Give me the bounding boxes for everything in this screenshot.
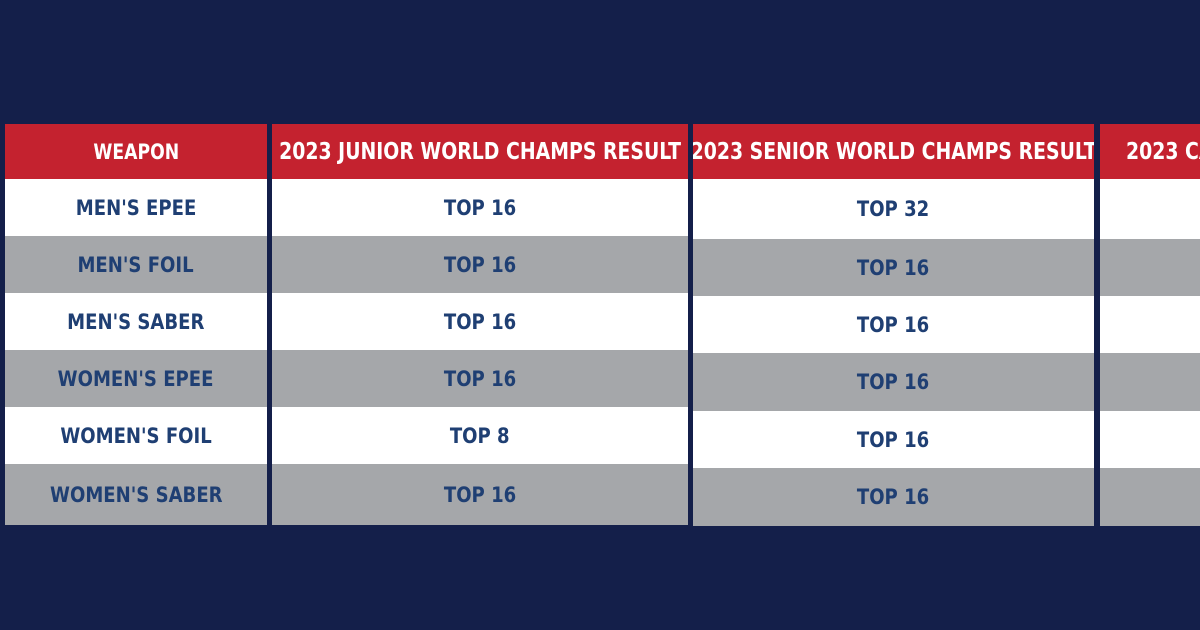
result-label: TOP 16 — [443, 309, 517, 334]
weapon-label: MEN'S FOIL — [77, 252, 195, 277]
weapon-label: WOMEN'S EPEE — [58, 366, 214, 391]
column-header: WEAPON — [5, 124, 267, 179]
weapon-label: WOMEN'S SABER — [49, 482, 223, 507]
weapon-label: WOMEN'S FOIL — [60, 423, 212, 448]
result-label: TOP 16 — [443, 252, 517, 277]
table-cell: WOMEN'S FOIL — [5, 407, 267, 464]
result-label: TOP 16 — [857, 312, 930, 337]
junior-header: 2023 JUNIOR WORLD CHAMPS RESULT — [279, 138, 681, 165]
weapon-label: MEN'S SABER — [67, 309, 205, 334]
table-cell — [1100, 296, 1200, 353]
cut-off-header: 2023 CA — [1126, 138, 1200, 165]
table-cell: TOP 16 — [272, 179, 688, 236]
column-header: 2023 SENIOR WORLD CHAMPS RESULT — [693, 124, 1094, 179]
result-label: TOP 16 — [857, 255, 930, 280]
table-cell: TOP 32 — [693, 179, 1094, 239]
table-cell: TOP 16 — [693, 468, 1094, 526]
table-cell: TOP 16 — [272, 236, 688, 293]
table-cell: MEN'S FOIL — [5, 236, 267, 293]
table-cell — [1100, 353, 1200, 411]
table-cell: TOP 16 — [272, 464, 688, 525]
table-cell: MEN'S EPEE — [5, 179, 267, 236]
table-cell: MEN'S SABER — [5, 293, 267, 350]
table-cell: TOP 16 — [272, 350, 688, 407]
table-cell: WOMEN'S SABER — [5, 464, 267, 525]
table-cell — [1100, 179, 1200, 239]
result-label: TOP 16 — [857, 485, 930, 509]
column-junior: 2023 JUNIOR WORLD CHAMPS RESULT TOP 16 T… — [272, 124, 688, 525]
table-cell: TOP 16 — [693, 411, 1094, 468]
weapon-label: MEN'S EPEE — [75, 195, 197, 220]
table-cell: TOP 16 — [693, 353, 1094, 411]
column-header: 2023 JUNIOR WORLD CHAMPS RESULT — [272, 124, 688, 179]
table-cell: TOP 8 — [272, 407, 688, 464]
result-label: TOP 8 — [450, 423, 510, 448]
result-label: TOP 16 — [443, 366, 517, 391]
weapon-header: WEAPON — [93, 139, 179, 164]
column-header: 2023 CA — [1100, 124, 1200, 179]
table-cell — [1100, 468, 1200, 526]
result-label: TOP 16 — [443, 482, 517, 507]
result-label: TOP 16 — [857, 427, 930, 452]
column-weapon: WEAPON MEN'S EPEE MEN'S FOIL MEN'S SABER… — [5, 124, 267, 525]
result-label: TOP 16 — [857, 370, 930, 394]
table-cell: TOP 16 — [693, 239, 1094, 296]
column-senior: 2023 SENIOR WORLD CHAMPS RESULT TOP 32 T… — [693, 124, 1094, 526]
table-cell — [1100, 411, 1200, 468]
column-cut-off: 2023 CA — [1100, 124, 1200, 526]
table-cell: TOP 16 — [693, 296, 1094, 353]
table-cell — [1100, 239, 1200, 296]
table-cell: TOP 16 — [272, 293, 688, 350]
result-label: TOP 32 — [857, 197, 930, 221]
table-cell: WOMEN'S EPEE — [5, 350, 267, 407]
senior-header: 2023 SENIOR WORLD CHAMPS RESULT — [693, 138, 1094, 165]
result-label: TOP 16 — [443, 195, 517, 220]
